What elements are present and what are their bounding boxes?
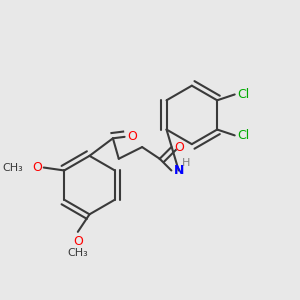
Text: Cl: Cl: [238, 129, 250, 142]
Text: CH₃: CH₃: [2, 163, 23, 172]
Text: O: O: [73, 235, 83, 248]
Text: CH₃: CH₃: [68, 248, 88, 258]
Text: O: O: [174, 141, 184, 154]
Text: H: H: [182, 158, 190, 168]
Text: O: O: [32, 161, 42, 174]
Text: N: N: [174, 164, 185, 177]
Text: Cl: Cl: [238, 88, 250, 101]
Text: O: O: [128, 130, 137, 143]
